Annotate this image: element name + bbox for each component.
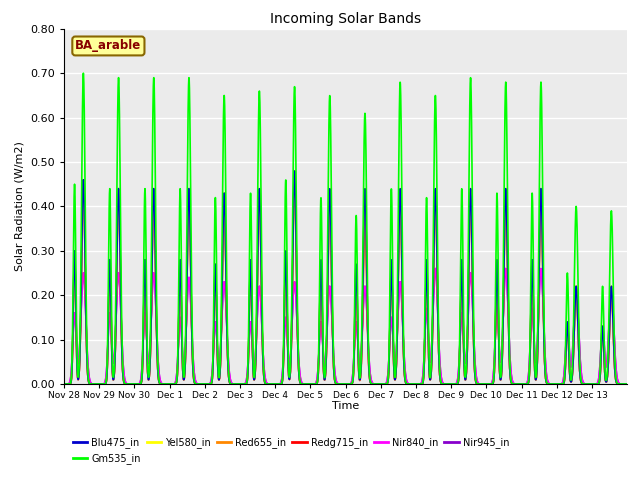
Text: BA_arable: BA_arable xyxy=(76,39,141,52)
Legend: Blu475_in, Gm535_in, Yel580_in, Red655_in, Redg715_in, Nir840_in, Nir945_in: Blu475_in, Gm535_in, Yel580_in, Red655_i… xyxy=(69,433,513,468)
Title: Incoming Solar Bands: Incoming Solar Bands xyxy=(270,12,421,26)
X-axis label: Time: Time xyxy=(332,401,359,411)
Y-axis label: Solar Radiation (W/m2): Solar Radiation (W/m2) xyxy=(15,142,25,271)
